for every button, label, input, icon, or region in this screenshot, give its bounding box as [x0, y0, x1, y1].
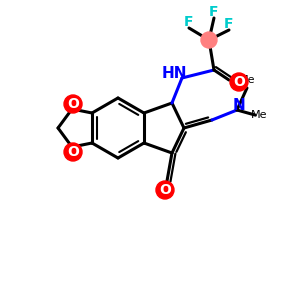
- Text: F: F: [224, 17, 234, 31]
- Text: O: O: [67, 145, 79, 159]
- Text: O: O: [67, 97, 79, 111]
- Circle shape: [201, 32, 217, 48]
- Text: O: O: [158, 181, 172, 199]
- Text: Me: Me: [239, 75, 255, 85]
- Text: F: F: [209, 5, 219, 19]
- Text: HN: HN: [161, 65, 187, 80]
- Text: N: N: [232, 98, 245, 112]
- Circle shape: [64, 95, 82, 113]
- Circle shape: [156, 181, 174, 199]
- Text: F: F: [184, 15, 194, 29]
- Text: O: O: [159, 183, 171, 197]
- Text: O: O: [67, 97, 79, 111]
- Text: O: O: [232, 73, 246, 91]
- Text: Me: Me: [251, 110, 267, 120]
- Text: O: O: [67, 145, 79, 159]
- Circle shape: [64, 143, 82, 161]
- Text: O: O: [233, 75, 245, 89]
- Circle shape: [230, 73, 248, 91]
